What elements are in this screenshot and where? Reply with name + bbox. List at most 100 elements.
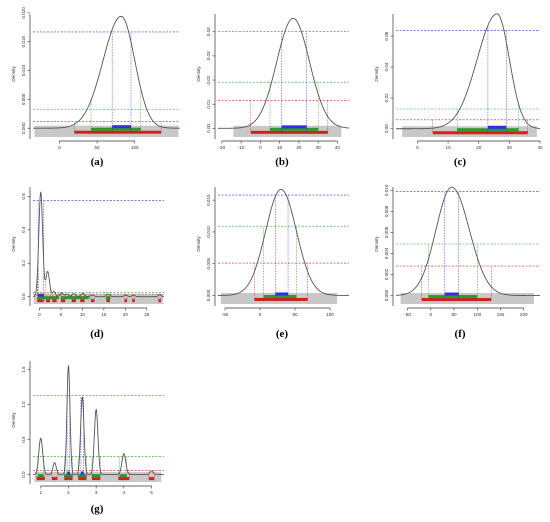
x-tick-label: 30 bbox=[507, 145, 513, 150]
x-tick-label: 0 bbox=[259, 145, 262, 150]
x-tick-label: 10 bbox=[277, 145, 283, 150]
y-tick-label: 0.006 bbox=[384, 226, 389, 238]
y-tick-label: 0.000 bbox=[21, 122, 26, 134]
red-interval-bar bbox=[254, 297, 308, 301]
x-tick-label: 4 bbox=[123, 490, 126, 495]
red-interval-bar bbox=[432, 131, 528, 135]
density-curve bbox=[218, 188, 349, 296]
x-tick-label: 0 bbox=[259, 312, 262, 317]
x-tick-label: 0 bbox=[38, 312, 41, 317]
y-axis-label: Density bbox=[196, 236, 201, 252]
red-interval-bar bbox=[132, 299, 135, 303]
red-interval-bar bbox=[148, 477, 155, 481]
green-interval-bar bbox=[270, 127, 319, 131]
x-tick-label: 20 bbox=[296, 145, 302, 150]
y-tick-label: 0.015 bbox=[206, 194, 211, 206]
density-curve bbox=[32, 191, 165, 298]
red-interval-bar bbox=[250, 130, 328, 134]
blue-interval-bar bbox=[281, 125, 307, 129]
x-tick-label: 100 bbox=[473, 312, 481, 317]
panel-a: 0 50 100 0.000 0.005 0.010 0.015 0.020 Density bbox=[11, 7, 180, 150]
red-interval-bar bbox=[80, 299, 85, 303]
y-tick-label: 0.4 bbox=[21, 226, 26, 233]
y-tick-label: 0.01 bbox=[206, 99, 211, 108]
y-axis-label: Density bbox=[374, 236, 379, 252]
x-tick-label: 0 bbox=[430, 312, 433, 317]
panel-g: 1 2 3 4 5 0.0 0.5 1.0 1.5 Density bbox=[11, 361, 164, 495]
blue-interval-bar bbox=[112, 125, 131, 129]
x-tick-label: 0 bbox=[416, 145, 419, 150]
red-interval-bar bbox=[90, 299, 95, 303]
panel-label-d: (d) bbox=[90, 328, 104, 340]
x-tick-label: 1 bbox=[39, 490, 42, 495]
x-tick-label: 15 bbox=[101, 312, 107, 317]
green-interval-bar bbox=[37, 474, 44, 478]
y-tick-label: 0.008 bbox=[384, 205, 389, 217]
green-interval-bar bbox=[60, 296, 89, 300]
panel-label-f: (f) bbox=[455, 328, 466, 340]
x-tick-label: 20 bbox=[123, 312, 129, 317]
red-interval-bar bbox=[158, 299, 161, 303]
y-tick-label: 0.0 bbox=[21, 471, 26, 478]
red-interval-bar bbox=[45, 299, 51, 303]
panel-label-a: (a) bbox=[91, 156, 104, 168]
green-interval-bar bbox=[428, 295, 478, 299]
x-tick-label: 40 bbox=[335, 145, 341, 150]
green-interval-bar bbox=[91, 127, 141, 131]
red-interval-bar bbox=[51, 477, 58, 481]
x-tick-label: -20 bbox=[219, 145, 226, 150]
x-tick-label: 50 bbox=[95, 145, 101, 150]
y-tick-label: 0.6 bbox=[21, 193, 26, 200]
y-tick-label: 0.005 bbox=[21, 93, 26, 105]
density-curve bbox=[33, 15, 180, 129]
red-interval-bar bbox=[71, 299, 76, 303]
red-interval-bar bbox=[124, 299, 128, 303]
red-interval-bar bbox=[118, 477, 130, 481]
y-tick-label: 0.000 bbox=[206, 289, 211, 301]
y-tick-label: 0.5 bbox=[21, 436, 26, 443]
y-axis-label: Density bbox=[11, 236, 16, 252]
panel-f: -50 0 50 100 150 200 0.000 0.002 0.004 0.006 0.008… bbox=[374, 184, 540, 317]
x-tick-label: 200 bbox=[520, 312, 528, 317]
x-tick-label: 0 bbox=[58, 145, 61, 150]
y-axis-label: Density bbox=[196, 66, 201, 82]
y-axis-label: Density bbox=[11, 66, 16, 82]
green-interval-bar bbox=[37, 296, 59, 300]
y-tick-label: 0.04 bbox=[384, 62, 389, 71]
red-interval-bar bbox=[106, 299, 110, 303]
x-tick-label: 25 bbox=[144, 312, 150, 317]
y-tick-label: 0.000 bbox=[384, 289, 389, 301]
y-tick-label: 0.0 bbox=[21, 293, 26, 300]
red-interval-bar bbox=[78, 477, 87, 481]
green-interval-bar bbox=[119, 474, 127, 478]
panel-e: -50 0 50 100 0.000 0.005 0.010 0.015 Density bbox=[196, 187, 349, 317]
green-interval-bar bbox=[106, 296, 111, 300]
panel-label-b: (b) bbox=[275, 156, 289, 168]
y-axis-label: Density bbox=[374, 66, 379, 82]
blue-interval-bar bbox=[80, 471, 84, 475]
x-tick-label: 5 bbox=[60, 312, 63, 317]
gray-band bbox=[33, 294, 164, 304]
red-interval-bar bbox=[74, 130, 162, 134]
blue-interval-bar bbox=[275, 292, 289, 296]
y-tick-label: 0.015 bbox=[21, 36, 26, 48]
x-tick-label: 2 bbox=[67, 490, 70, 495]
x-tick-label: 100 bbox=[131, 145, 139, 150]
x-tick-label: 150 bbox=[497, 312, 505, 317]
y-tick-label: 0.004 bbox=[384, 247, 389, 259]
red-interval-bar bbox=[37, 299, 44, 303]
blue-interval-bar bbox=[67, 471, 70, 475]
x-tick-label: 50 bbox=[292, 312, 298, 317]
x-tick-label: 30 bbox=[316, 145, 322, 150]
panel-c: 0 10 20 30 40 0.00 0.02 0.04 0.06 Density bbox=[374, 13, 543, 150]
density-curve bbox=[32, 365, 164, 476]
x-tick-label: 50 bbox=[452, 312, 458, 317]
x-tick-label: -10 bbox=[238, 145, 245, 150]
y-tick-label: 0.00 bbox=[206, 123, 211, 132]
x-tick-label: 5 bbox=[150, 490, 153, 495]
blue-interval-bar bbox=[38, 293, 44, 297]
y-tick-label: 0.020 bbox=[21, 7, 26, 19]
blue-interval-bar bbox=[444, 292, 459, 296]
density-curve bbox=[218, 18, 350, 129]
